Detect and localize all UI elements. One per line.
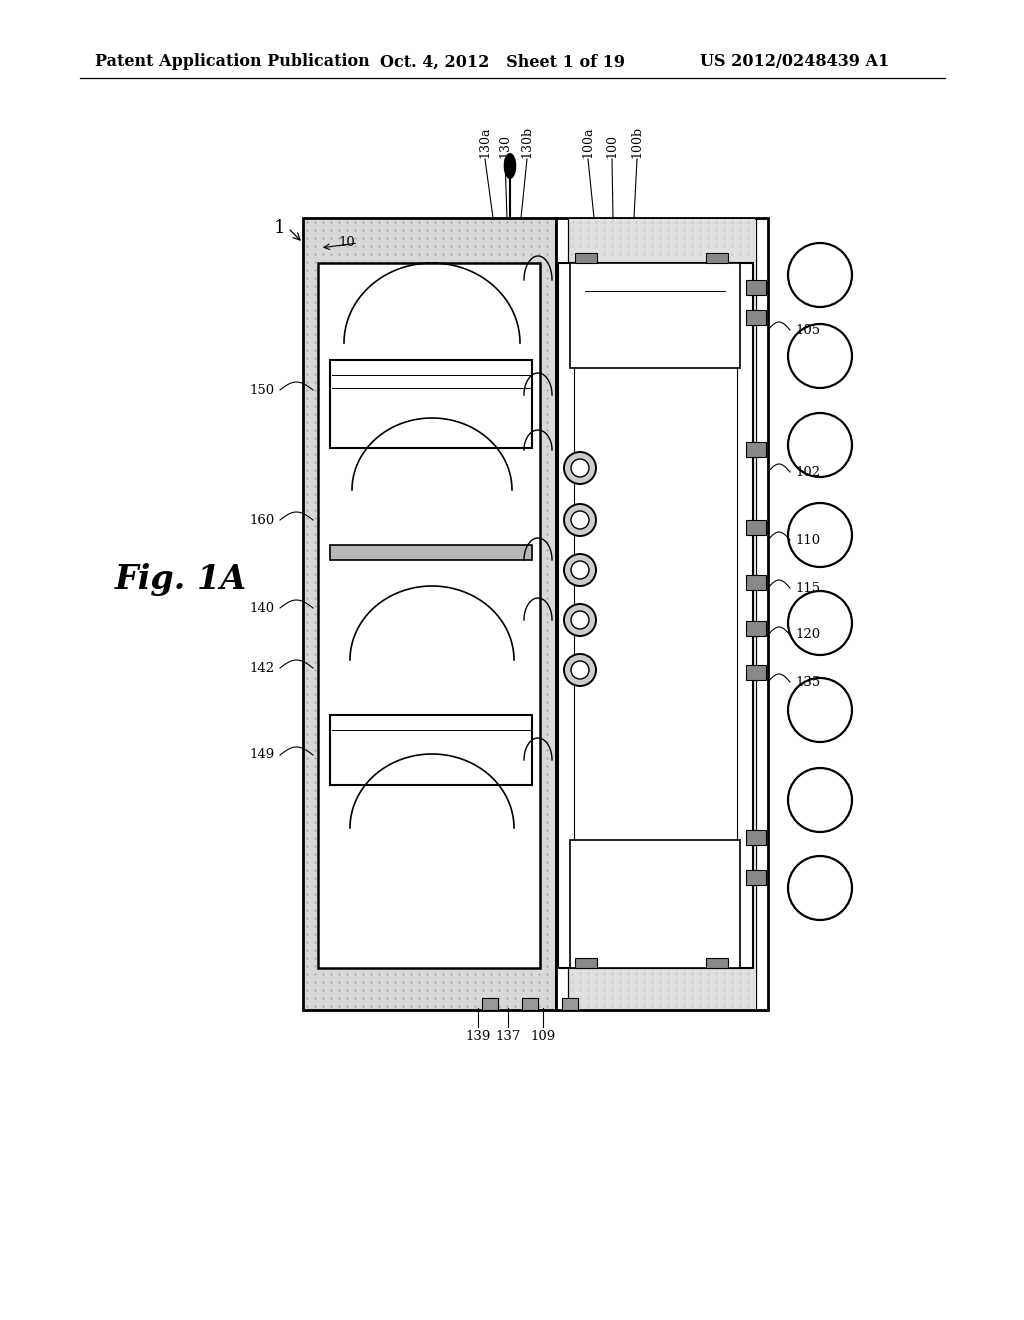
Text: US 2012/0248439 A1: US 2012/0248439 A1 xyxy=(700,54,889,70)
Bar xyxy=(746,665,766,680)
Circle shape xyxy=(788,413,852,477)
Bar xyxy=(330,545,532,560)
Circle shape xyxy=(788,243,852,308)
Bar xyxy=(330,360,532,447)
Circle shape xyxy=(788,323,852,388)
Bar xyxy=(746,520,766,535)
Text: 130b: 130b xyxy=(520,125,534,158)
Bar xyxy=(746,442,766,457)
Text: 150: 150 xyxy=(250,384,275,396)
Text: 140: 140 xyxy=(250,602,275,615)
Text: 149: 149 xyxy=(250,748,275,762)
Polygon shape xyxy=(504,153,516,180)
Bar xyxy=(482,998,498,1010)
Bar xyxy=(706,958,728,968)
Bar xyxy=(558,263,753,968)
Bar xyxy=(746,310,766,325)
Circle shape xyxy=(571,511,589,529)
Text: 10: 10 xyxy=(338,236,355,249)
Circle shape xyxy=(571,561,589,579)
Bar xyxy=(556,218,768,1010)
Circle shape xyxy=(788,768,852,832)
Text: 120: 120 xyxy=(795,628,820,642)
Bar xyxy=(303,218,556,1010)
Text: 102: 102 xyxy=(795,466,820,479)
Bar xyxy=(575,253,597,263)
Text: 139: 139 xyxy=(465,1030,490,1043)
Text: Fig. 1A: Fig. 1A xyxy=(115,564,247,597)
Bar xyxy=(706,253,728,263)
Text: 100b: 100b xyxy=(631,125,643,158)
Bar xyxy=(330,715,532,785)
Bar xyxy=(522,998,538,1010)
Bar xyxy=(570,840,740,968)
Text: Oct. 4, 2012   Sheet 1 of 19: Oct. 4, 2012 Sheet 1 of 19 xyxy=(380,54,625,70)
Text: 135: 135 xyxy=(795,676,820,689)
Bar xyxy=(562,998,578,1010)
Bar xyxy=(569,219,755,1008)
Text: 142: 142 xyxy=(250,661,275,675)
Bar xyxy=(746,870,766,884)
Circle shape xyxy=(571,459,589,477)
Text: 1: 1 xyxy=(273,219,285,238)
Bar xyxy=(746,576,766,590)
Circle shape xyxy=(564,554,596,586)
Text: Patent Application Publication: Patent Application Publication xyxy=(95,54,370,70)
Bar xyxy=(570,263,740,368)
Circle shape xyxy=(564,653,596,686)
Bar xyxy=(318,263,540,968)
Bar xyxy=(575,958,597,968)
Circle shape xyxy=(571,661,589,678)
Bar xyxy=(746,830,766,845)
Circle shape xyxy=(788,503,852,568)
Circle shape xyxy=(564,451,596,484)
Text: 130a: 130a xyxy=(478,127,492,158)
Text: 105: 105 xyxy=(795,323,820,337)
Text: 115: 115 xyxy=(795,582,820,594)
Circle shape xyxy=(571,611,589,630)
Text: 100: 100 xyxy=(605,135,618,158)
Text: 137: 137 xyxy=(496,1030,520,1043)
Text: 100a: 100a xyxy=(582,127,595,158)
Text: 110: 110 xyxy=(795,533,820,546)
Text: 160: 160 xyxy=(250,513,275,527)
Bar xyxy=(746,620,766,636)
Circle shape xyxy=(564,605,596,636)
Circle shape xyxy=(788,678,852,742)
Text: 109: 109 xyxy=(530,1030,556,1043)
Circle shape xyxy=(564,504,596,536)
Text: 130: 130 xyxy=(499,135,512,158)
Circle shape xyxy=(788,855,852,920)
Bar xyxy=(746,280,766,294)
Circle shape xyxy=(788,591,852,655)
